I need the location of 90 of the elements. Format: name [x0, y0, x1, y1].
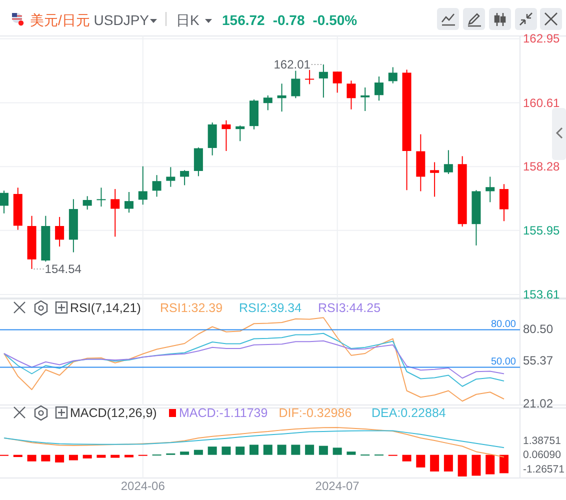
y-tick-label: 160.61 [523, 96, 560, 110]
bar [222, 446, 231, 455]
candlestick [291, 70, 300, 99]
x-tick-label: 2024-07 [315, 479, 360, 493]
candlestick [263, 94, 272, 111]
chart-subtitle: 日K [176, 12, 200, 28]
text: -0.50% [312, 12, 358, 28]
bar [416, 454, 426, 468]
bar [332, 448, 342, 455]
annotation: 162.01 [274, 57, 311, 72]
bar [458, 454, 467, 476]
bar [305, 444, 314, 455]
bar [55, 454, 64, 462]
candlestick [305, 69, 314, 85]
candlestick [346, 80, 356, 110]
line-series [4, 430, 504, 448]
chart-title: RSI(7,14,21) [70, 301, 141, 315]
bar [250, 444, 258, 455]
y-tick-label: 153.61 [523, 287, 560, 302]
x-tick-label: 2024-06 [120, 479, 166, 493]
candlestick [318, 64, 328, 98]
bar [500, 454, 508, 474]
bar [444, 454, 453, 472]
bar [13, 454, 22, 458]
bar [194, 450, 203, 455]
bar [263, 444, 272, 455]
text: RSI3:44.25 [318, 301, 381, 315]
line-series [4, 426, 504, 458]
candlestick [222, 120, 231, 152]
chart-title: 美元/日元 USDJPY [30, 12, 150, 28]
bar [110, 454, 120, 458]
candlestick [166, 166, 176, 188]
candlestick [360, 86, 370, 112]
bar [346, 452, 356, 455]
y-tick-label: 21.02 [523, 396, 554, 410]
bar [41, 454, 50, 462]
bar [402, 454, 412, 462]
candlestick [208, 122, 217, 156]
candlestick [55, 216, 64, 248]
candlestick [124, 192, 134, 214]
candlestick [96, 187, 106, 208]
bar [96, 454, 106, 458]
y-tick-label: 0.06090 [523, 449, 562, 462]
candlestick [332, 71, 342, 94]
bar [430, 454, 440, 472]
y-tick-label: 162.95 [523, 32, 560, 46]
annotation: 154.54 [44, 262, 82, 276]
bar [291, 444, 300, 455]
series-label: RSI1:32.39 [160, 301, 223, 315]
bar [180, 452, 190, 455]
bar [124, 454, 134, 458]
candlestick [444, 150, 453, 174]
candlestick [82, 196, 92, 210]
chart-title: MACD(12,26,9) [70, 406, 157, 420]
bar [472, 454, 481, 476]
text: -0.78 [272, 12, 305, 28]
series-label: DIF:-0.32986 [278, 406, 352, 420]
y-tick-label: 80.50 [523, 322, 554, 336]
candlestick [138, 166, 148, 206]
ref-line-label: 50.00 [490, 356, 516, 368]
text: 156.72 [222, 12, 266, 28]
candlestick [388, 66, 398, 84]
bar [277, 444, 286, 455]
bar [236, 446, 245, 455]
bar [486, 454, 495, 474]
bar [27, 454, 36, 462]
bar [68, 454, 78, 460]
bar [208, 446, 217, 455]
candlestick [486, 176, 495, 203]
candlestick [236, 125, 245, 142]
y-tick-label: 158.28 [523, 160, 560, 174]
candlestick [180, 170, 190, 186]
y-tick-label: 1.38751 [523, 434, 562, 447]
candlestick [194, 146, 203, 177]
candlestick [500, 184, 508, 222]
series-label: DEA:0.22884 [372, 406, 446, 420]
candlestick [374, 76, 384, 102]
bar [318, 446, 328, 455]
y-tick-label: 55.37 [523, 354, 554, 368]
candlestick [110, 188, 120, 238]
y-tick-label: 155.95 [523, 223, 560, 238]
bar [82, 454, 92, 458]
candlestick [152, 174, 162, 198]
y-tick-label: -1.26571 [523, 464, 565, 476]
candlestick [0, 190, 8, 214]
legend-label: MACD:-1.11739 [179, 406, 268, 420]
candlestick [430, 162, 440, 198]
candlestick [277, 83, 286, 112]
series-label: RSI2:39.34 [239, 301, 302, 315]
ref-line-label: 80.00 [490, 318, 516, 330]
